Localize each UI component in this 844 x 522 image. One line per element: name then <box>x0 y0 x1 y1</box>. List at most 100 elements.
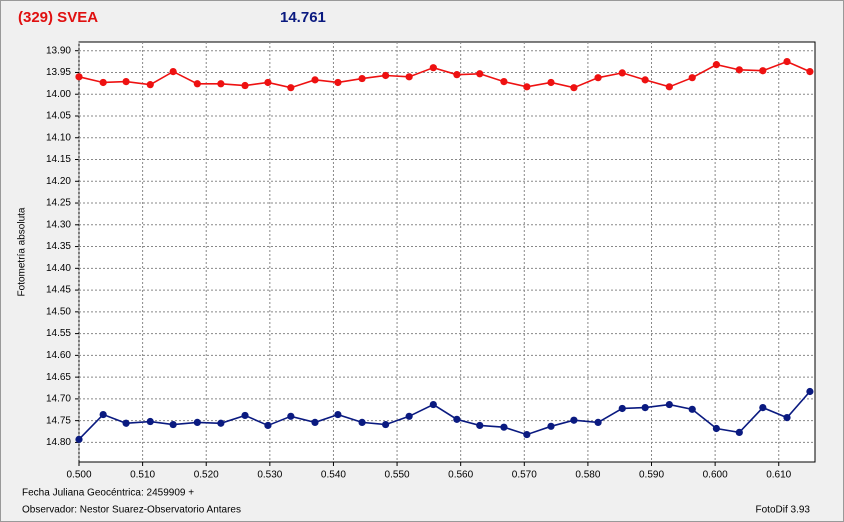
data-point <box>99 78 107 87</box>
data-point <box>264 78 272 87</box>
y-tick-label: 14.05 <box>46 111 71 122</box>
data-point <box>169 420 177 429</box>
data-point <box>405 412 413 420</box>
data-point <box>122 419 130 427</box>
y-tick-label: 13.95 <box>46 67 71 78</box>
data-point <box>358 74 366 83</box>
data-point <box>241 81 249 90</box>
data-point <box>453 415 461 423</box>
y-tick-label: 14.15 <box>46 154 71 165</box>
data-point <box>241 411 249 420</box>
data-point <box>217 80 225 88</box>
data-point <box>665 83 673 91</box>
data-point <box>476 70 484 78</box>
x-tick-label: 0.610 <box>766 470 791 481</box>
data-point <box>500 423 508 431</box>
data-point <box>405 73 413 81</box>
x-tick-label: 0.510 <box>130 470 155 481</box>
chart-subtitle: 14.761 <box>280 9 326 26</box>
x-tick-label: 0.570 <box>512 470 537 481</box>
data-point <box>735 428 743 437</box>
data-point <box>618 69 626 77</box>
data-point <box>665 400 673 409</box>
data-point <box>618 404 626 413</box>
data-point <box>570 84 578 92</box>
data-point <box>99 410 107 419</box>
data-point <box>429 64 437 72</box>
data-point <box>547 422 555 430</box>
data-point <box>688 74 696 82</box>
data-point <box>75 73 83 81</box>
y-tick-label: 14.35 <box>46 241 71 252</box>
y-tick-label: 14.10 <box>46 132 71 143</box>
y-tick-label: 14.70 <box>46 394 71 405</box>
data-point <box>759 403 767 412</box>
data-point <box>169 67 177 76</box>
data-point <box>217 419 225 427</box>
data-point <box>334 410 342 419</box>
x-tick-label: 0.550 <box>385 470 410 481</box>
data-point <box>311 418 319 426</box>
data-point <box>122 78 130 86</box>
x-tick-label: 0.560 <box>448 470 473 481</box>
data-point <box>500 78 508 86</box>
data-point <box>783 414 791 422</box>
data-point <box>358 418 366 426</box>
data-point <box>334 78 342 87</box>
data-point <box>523 83 531 91</box>
y-tick-label: 14.50 <box>46 306 71 317</box>
data-point <box>429 400 437 409</box>
series-line <box>78 60 811 89</box>
data-point <box>193 80 201 88</box>
data-point <box>146 81 154 89</box>
y-tick-label: 14.20 <box>46 176 71 187</box>
x-tick-label: 0.540 <box>321 470 346 481</box>
data-point <box>759 67 767 75</box>
footer-observer: Observador: Nestor Suarez-Observatorio A… <box>22 505 241 516</box>
data-point <box>476 421 484 430</box>
series-line <box>78 390 811 440</box>
data-point <box>523 430 531 439</box>
software-label: FotoDif 3.93 <box>756 505 811 516</box>
data-point <box>287 84 295 92</box>
plot-area <box>78 41 816 463</box>
x-tick-label: 0.600 <box>703 470 728 481</box>
y-tick-label: 14.40 <box>46 263 71 274</box>
data-point <box>688 405 696 413</box>
data-point <box>735 66 743 74</box>
x-tick-label: 0.530 <box>257 470 282 481</box>
data-point <box>311 76 319 84</box>
x-tick-label: 0.500 <box>66 470 91 481</box>
data-point <box>453 71 461 79</box>
data-point <box>193 418 201 426</box>
y-tick-label: 14.60 <box>46 350 71 361</box>
x-tick-label: 0.520 <box>194 470 219 481</box>
y-tick-label: 14.30 <box>46 219 71 230</box>
footer-date: Fecha Juliana Geocéntrica: 2459909 + <box>22 488 194 499</box>
data-point <box>712 61 721 69</box>
data-point <box>547 78 555 87</box>
y-tick-label: 14.65 <box>46 372 71 383</box>
data-point <box>712 424 721 433</box>
x-tick-label: 0.590 <box>639 470 664 481</box>
data-point <box>783 57 791 66</box>
y-tick-label: 14.00 <box>46 89 71 100</box>
y-tick-label: 14.75 <box>46 415 71 426</box>
y-tick-label: 14.55 <box>46 328 71 339</box>
x-tick-label: 0.580 <box>575 470 600 481</box>
data-point <box>594 74 602 82</box>
data-point <box>594 418 602 426</box>
data-point <box>382 71 390 80</box>
data-point <box>264 421 272 430</box>
data-point <box>806 67 814 76</box>
data-point <box>806 387 814 396</box>
y-tick-label: 14.25 <box>46 198 71 209</box>
y-tick-label: 13.90 <box>46 45 71 56</box>
y-axis-label: Fotometría absoluta <box>17 207 28 296</box>
data-point <box>75 435 83 443</box>
data-point <box>641 76 649 84</box>
y-tick-label: 14.80 <box>46 437 71 448</box>
chart-title: (329) SVEA <box>18 9 98 26</box>
data-point <box>641 403 649 412</box>
